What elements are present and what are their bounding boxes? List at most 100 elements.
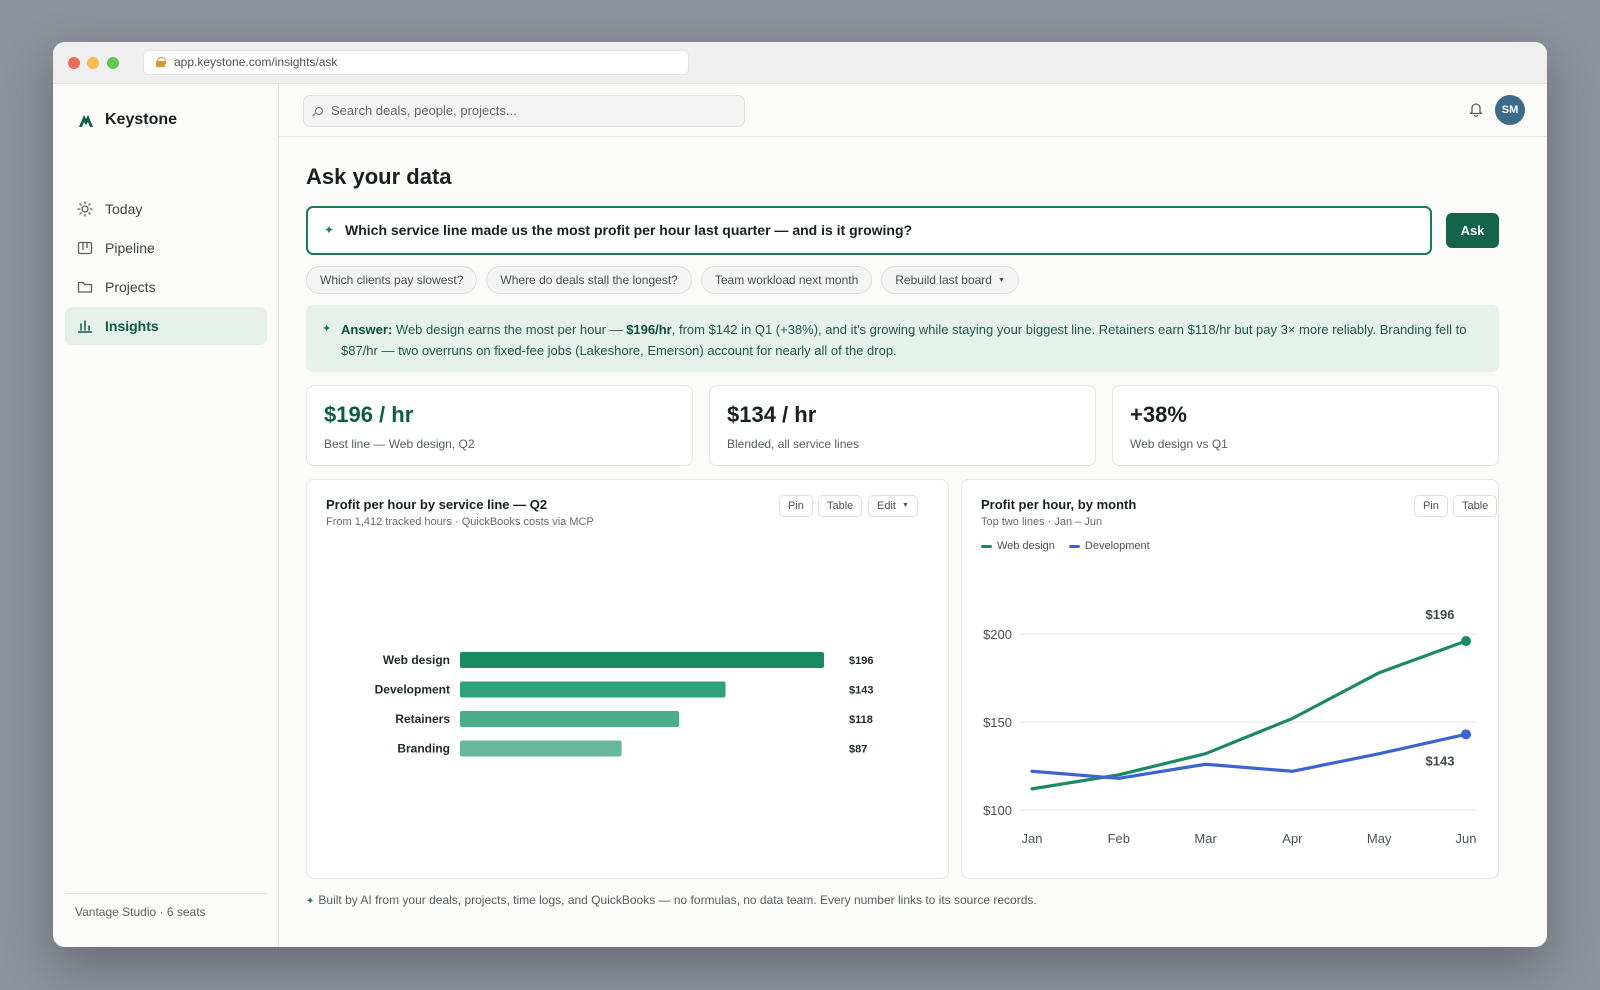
brand[interactable]: Keystone: [77, 108, 177, 132]
bar: [460, 681, 726, 698]
maximize-window-button[interactable]: [107, 57, 119, 69]
browser-chrome: app.keystone.com/insights/ask: [53, 42, 1547, 84]
lock-icon: [156, 57, 166, 67]
bar-category-label: Retainers: [395, 712, 450, 726]
edit-button-label: Edit: [877, 500, 896, 512]
bar-value-label: $196: [849, 655, 873, 667]
series-end-label: $143: [1426, 753, 1455, 768]
minimize-window-button[interactable]: [87, 57, 99, 69]
line-chart-card: Profit per hour, by month Top two lines …: [961, 479, 1499, 879]
kpi-card-growth[interactable]: +38% Web design vs Q1: [1112, 385, 1499, 466]
sidebar-item-label: Insights: [105, 318, 159, 334]
url-text: app.keystone.com/insights/ask: [174, 55, 338, 69]
workspace-info[interactable]: Vantage Studio · 6 seats: [65, 893, 267, 947]
kpi-label: Web design vs Q1: [1130, 437, 1228, 451]
legend-item-web-design[interactable]: Web design: [981, 540, 1055, 552]
x-tick-label: Jun: [1456, 831, 1477, 846]
sidebar-item-label: Pipeline: [105, 240, 155, 256]
bar-value-label: $143: [849, 685, 873, 697]
avatar[interactable]: SM: [1495, 95, 1525, 125]
pin-button[interactable]: Pin: [779, 495, 813, 517]
sun-icon: [77, 201, 93, 217]
suggestion-chip-label: Rebuild last board: [895, 273, 992, 287]
chart-legend: Web design Development: [981, 540, 1150, 552]
table-button[interactable]: Table: [1453, 495, 1498, 517]
card-subtitle: From 1,412 tracked hours · QuickBooks co…: [326, 516, 594, 528]
kanban-icon: [77, 241, 93, 255]
sparkle-icon: ✦: [306, 896, 315, 907]
suggestion-chip-label: Which clients pay slowest?: [320, 273, 464, 287]
y-tick-label: $100: [983, 803, 1012, 818]
bar-value-label: $87: [849, 744, 867, 756]
folder-icon: [77, 281, 93, 293]
x-tick-label: Feb: [1108, 831, 1130, 846]
search-input[interactable]: Search deals, people, projects...: [303, 95, 745, 127]
kpi-value: $134 / hr: [727, 402, 817, 427]
sidebar-item-pipeline[interactable]: Pipeline: [65, 229, 267, 267]
sidebar-item-projects[interactable]: Projects: [65, 268, 267, 306]
x-tick-label: Apr: [1282, 831, 1303, 846]
legend-item-development[interactable]: Development: [1068, 540, 1150, 552]
kpi-value: $196 / hr: [324, 402, 414, 427]
search-icon: [315, 107, 323, 115]
edit-button[interactable]: Edit ▼: [868, 495, 918, 517]
series-line: [1030, 732, 1468, 780]
line-chart: $100 $150 $200 Jan Feb Mar Apr May Jun $196 $143: [983, 607, 1478, 846]
y-tick-label: $150: [983, 715, 1012, 730]
address-bar[interactable]: app.keystone.com/insights/ask: [143, 50, 689, 75]
answer-text: , from $142 in Q1 (+38%), and it's growi…: [341, 322, 1467, 358]
bar-chart: Web design $196 Development $143 Retainers $1…: [375, 652, 873, 757]
keystone-logo-icon: [79, 115, 93, 127]
question-text: Which service line made us the most prof…: [345, 222, 913, 238]
sidebar-item-today[interactable]: Today: [65, 190, 267, 228]
suggestion-chip[interactable]: Which clients pay slowest?: [306, 266, 478, 294]
close-window-button[interactable]: [68, 57, 80, 69]
card-title: Profit per hour, by month: [981, 497, 1137, 512]
answer-highlight: $196/hr: [626, 322, 672, 337]
suggestion-chip-label: Team workload next month: [714, 273, 859, 287]
answer-panel: ✦ Answer: Web design earns the most per …: [306, 305, 1499, 372]
bar: [460, 740, 622, 757]
table-button[interactable]: Table: [818, 495, 863, 517]
suggestion-chip-dropdown[interactable]: Rebuild last board ▼: [881, 266, 1019, 294]
x-tick-label: Jan: [1022, 831, 1043, 846]
caret-down-icon: ▼: [901, 502, 909, 510]
kpi-card-blended[interactable]: $134 / hr Blended, all service lines: [709, 385, 1096, 466]
search-placeholder: Search deals, people, projects...: [331, 103, 517, 118]
kpi-card-best-line[interactable]: $196 / hr Best line — Web design, Q2: [306, 385, 693, 466]
topbar: Search deals, people, projects... SM: [279, 84, 1547, 137]
x-tick-label: May: [1367, 831, 1392, 846]
y-tick-label: $200: [983, 627, 1012, 642]
pin-button[interactable]: Pin: [1414, 495, 1448, 517]
kpi-label: Blended, all service lines: [727, 437, 860, 451]
bar-category-label: Web design: [383, 653, 450, 667]
footnote-text: Built by AI from your deals, projects, t…: [318, 893, 1037, 907]
bell-icon[interactable]: [1469, 101, 1483, 117]
x-tick-label: Mar: [1194, 831, 1217, 846]
bar-category-label: Branding: [397, 742, 450, 756]
bar: [460, 711, 680, 727]
caret-down-icon: ▼: [997, 276, 1005, 284]
legend-label: Development: [1084, 540, 1150, 552]
ask-button[interactable]: Ask: [1446, 213, 1499, 248]
series-end-point: [1461, 729, 1471, 740]
suggestion-chip-label: Where do deals stall the longest?: [500, 273, 678, 287]
bar-value-label: $118: [849, 714, 873, 726]
suggestion-chip[interactable]: Team workload next month: [700, 266, 873, 294]
legend-swatch: [1068, 544, 1080, 548]
answer-label: Answer:: [341, 322, 393, 337]
card-title: Profit per hour by service line — Q2: [326, 497, 548, 512]
suggestion-chips: Which clients pay slowest? Where do deal…: [306, 266, 1019, 294]
question-input[interactable]: ✦ Which service line made us the most pr…: [306, 206, 1432, 255]
bar-chart-icon: [77, 320, 93, 333]
answer-text: Web design earns the most per hour —: [392, 322, 627, 337]
bar-category-label: Development: [375, 683, 450, 697]
legend-label: Web design: [997, 540, 1055, 552]
bar-chart-card: Profit per hour by service line — Q2 Fro…: [306, 479, 949, 879]
suggestion-chip[interactable]: Where do deals stall the longest?: [486, 266, 692, 294]
sidebar-item-insights[interactable]: Insights: [65, 307, 267, 345]
legend-swatch: [981, 544, 992, 548]
browser-window: app.keystone.com/insights/ask Keystone T…: [53, 42, 1547, 947]
sparkle-icon: ✦: [324, 223, 335, 237]
sidebar: Keystone Today Pipeline: [53, 84, 279, 947]
